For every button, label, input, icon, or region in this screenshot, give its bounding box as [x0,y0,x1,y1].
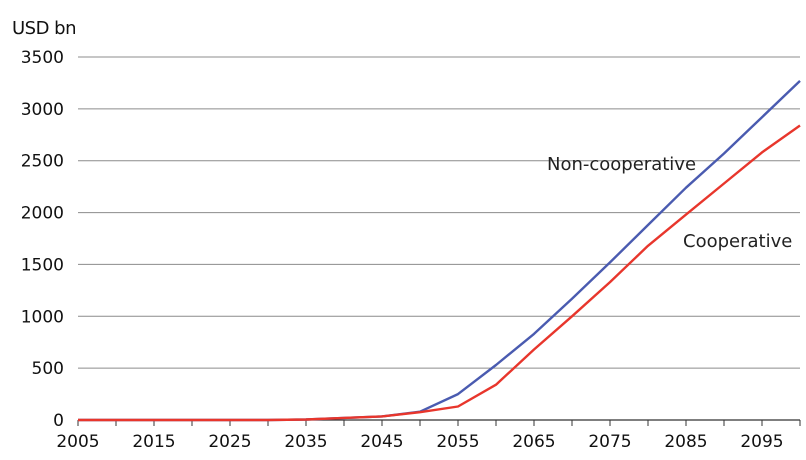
y-tick-label: 1500 [21,255,64,275]
x-tick-label: 2045 [360,432,403,452]
x-tick-label: 2025 [208,432,251,452]
x-tick-label: 2005 [56,432,99,452]
series-lines [78,80,801,422]
x-tick-label: 2015 [132,432,175,452]
annotation-non-cooperative: Non-cooperative [547,154,696,175]
x-tick-label: 2095 [740,432,783,452]
x-axis: 2005 2015 2025 2035 2045 2055 2065 2075 2085 2095 [56,419,801,452]
y-tick-label: 2500 [21,152,64,172]
y-tick-label: 3500 [21,48,64,68]
x-tick-label: 2075 [588,432,631,452]
y-tick-label: 2000 [21,204,64,224]
x-tick-label: 2055 [436,432,479,452]
y-tick-label: 0 [53,411,64,431]
y-tick-label: 500 [32,359,64,379]
x-tick-label: 2065 [512,432,555,452]
y-axis: 0 500 1000 1500 2000 2500 3000 3500 [21,48,64,431]
grid-lines [78,56,800,369]
y-tick-label: 1000 [21,307,64,327]
series-line-cooperative [78,124,801,422]
annotation-cooperative: Cooperative [683,231,792,252]
y-unit-label: USD bn [12,18,77,39]
series-annotations: Non-cooperative Cooperative [547,154,792,252]
x-tick-label: 2085 [664,432,707,452]
y-tick-label: 3000 [21,100,64,120]
x-tick-label: 2035 [284,432,327,452]
